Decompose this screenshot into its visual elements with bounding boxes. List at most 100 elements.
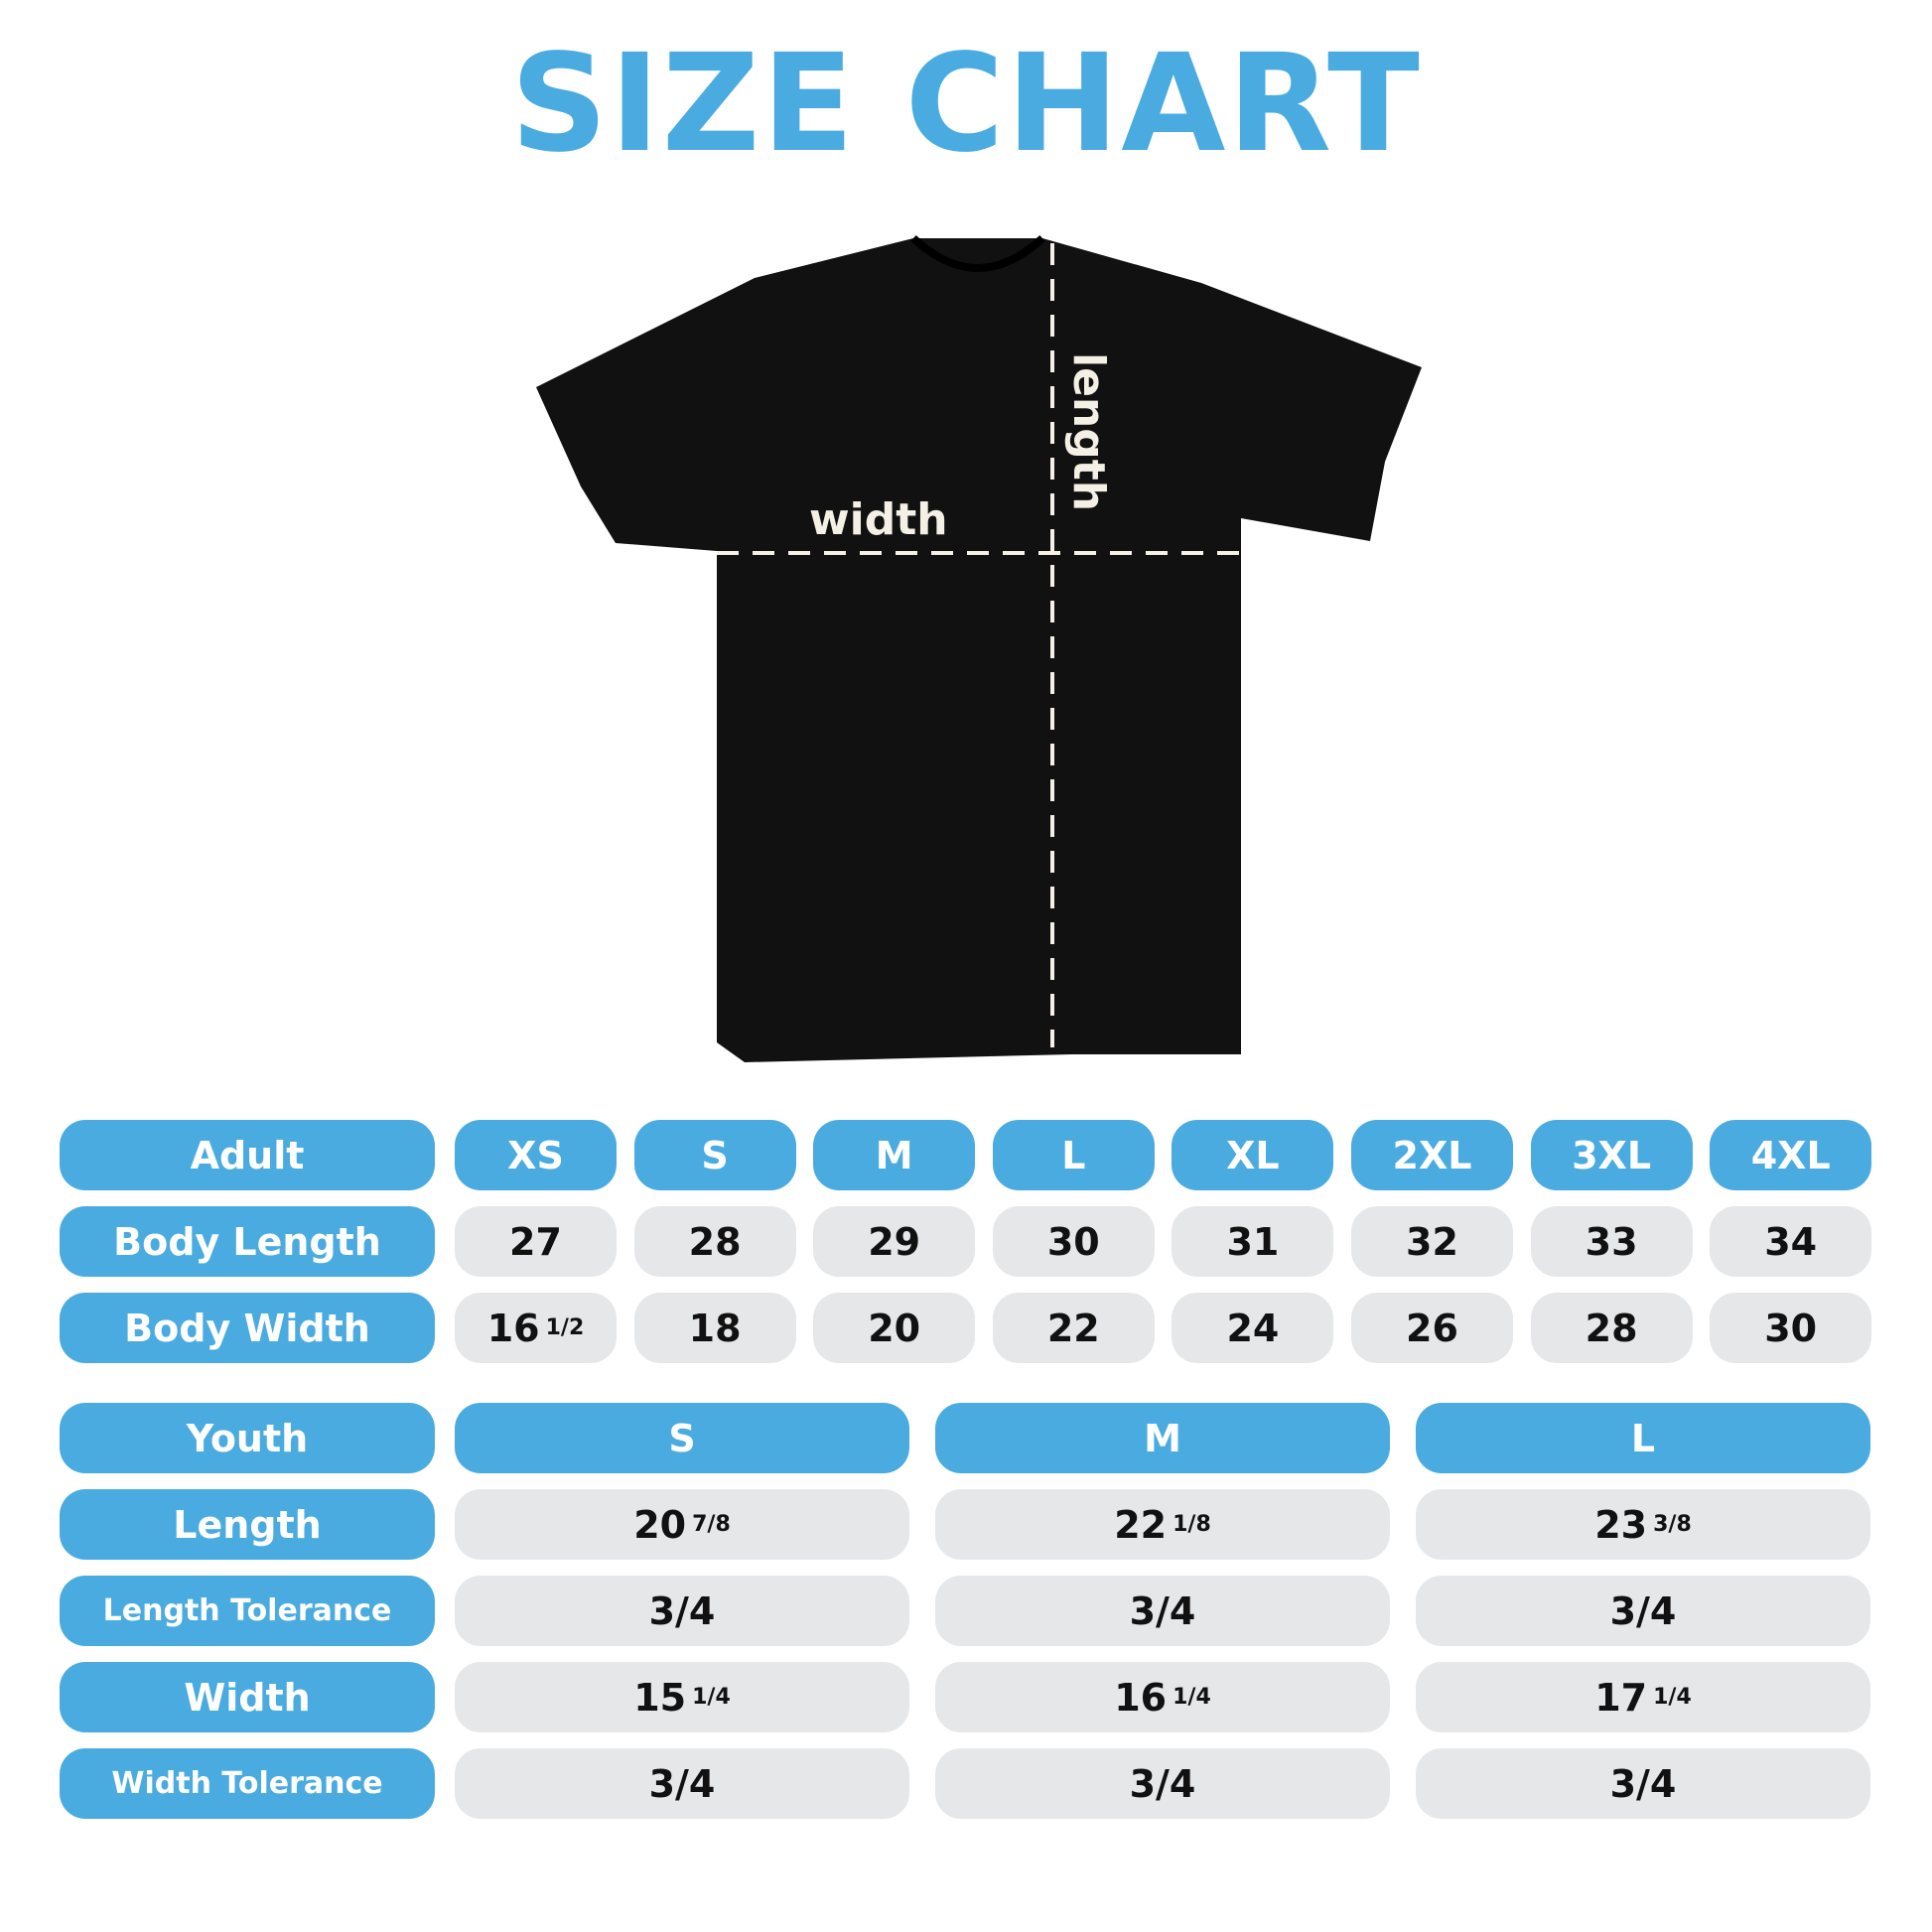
- value-cell: 16 1/4: [935, 1662, 1390, 1732]
- value-cell: 20 7/8: [455, 1489, 909, 1560]
- size-header: S: [633, 1120, 796, 1190]
- size-header: M: [935, 1403, 1390, 1473]
- fraction: 7/8: [692, 1512, 731, 1537]
- size-header: M: [813, 1120, 976, 1190]
- value-cell: 28: [1530, 1293, 1693, 1363]
- cell-value: 30: [1764, 1306, 1818, 1350]
- value-cell: 16 1/2: [455, 1293, 617, 1363]
- tshirt-shape: [536, 238, 1422, 1062]
- size-header: 3XL: [1530, 1120, 1693, 1190]
- value-cell: 32: [1351, 1206, 1513, 1277]
- row-label: Length Tolerance: [60, 1576, 435, 1646]
- cell-value: 27: [509, 1219, 562, 1264]
- cell-value: 16: [486, 1306, 540, 1350]
- row-label: Length: [60, 1489, 435, 1560]
- page-title: SIZE CHART: [510, 26, 1422, 183]
- cell-value: Width Tolerance: [111, 1766, 383, 1801]
- value-cell: 22: [992, 1293, 1155, 1363]
- value-cell: 23 3/8: [1416, 1489, 1870, 1560]
- value-cell: 26: [1351, 1293, 1513, 1363]
- size-header: 2XL: [1351, 1120, 1513, 1190]
- size-header: XS: [455, 1120, 617, 1190]
- cell-value: Width: [184, 1675, 311, 1720]
- cell-value: 3/4: [1609, 1761, 1677, 1806]
- cell-value: L: [1061, 1133, 1086, 1177]
- cell-value: Length Tolerance: [102, 1593, 392, 1628]
- adult-header: Adult: [60, 1120, 435, 1190]
- fraction: 3/8: [1653, 1512, 1692, 1537]
- value-cell: 20: [813, 1293, 976, 1363]
- cell-value: 18: [688, 1306, 742, 1350]
- size-header: 4XL: [1710, 1120, 1872, 1190]
- cell-value: 33: [1585, 1219, 1638, 1264]
- cell-value: 17: [1594, 1675, 1648, 1720]
- cell-value: 31: [1226, 1219, 1280, 1264]
- value-cell: 3/4: [1416, 1748, 1870, 1819]
- cell-value: 15: [633, 1675, 687, 1720]
- cell-value: 23: [1594, 1502, 1648, 1547]
- row-label: Width Tolerance: [60, 1748, 435, 1819]
- cell-value: 3/4: [648, 1588, 716, 1633]
- length-label: length: [1063, 352, 1114, 511]
- value-cell: 17 1/4: [1416, 1662, 1870, 1732]
- cell-value: Adult: [190, 1133, 305, 1177]
- cell-value: XL: [1226, 1133, 1280, 1177]
- cell-value: 3/4: [1129, 1761, 1196, 1806]
- cell-value: Body Width: [124, 1306, 370, 1350]
- youth-header: Youth: [60, 1403, 435, 1473]
- value-cell: 28: [633, 1206, 796, 1277]
- cell-value: 28: [1585, 1306, 1638, 1350]
- cell-value: XS: [507, 1133, 564, 1177]
- value-cell: 30: [1710, 1293, 1872, 1363]
- value-cell: 30: [992, 1206, 1155, 1277]
- value-cell: 3/4: [935, 1748, 1390, 1819]
- value-cell: 29: [813, 1206, 976, 1277]
- size-header: XL: [1172, 1120, 1334, 1190]
- cell-value: 34: [1764, 1219, 1818, 1264]
- cell-value: 24: [1226, 1306, 1280, 1350]
- cell-value: 22: [1114, 1502, 1168, 1547]
- cell-value: 16: [1114, 1675, 1168, 1720]
- tshirt-illustration: width length: [536, 235, 1422, 1062]
- value-cell: 3/4: [455, 1576, 909, 1646]
- cell-value: 3/4: [1609, 1588, 1677, 1633]
- fraction: 1/4: [1173, 1685, 1211, 1710]
- cell-value: Body Length: [113, 1219, 381, 1264]
- cell-value: S: [668, 1416, 696, 1460]
- value-cell: 31: [1172, 1206, 1334, 1277]
- cell-value: 26: [1406, 1306, 1458, 1350]
- row-label: Width: [60, 1662, 435, 1732]
- cell-value: 20: [633, 1502, 687, 1547]
- cell-value: Youth: [186, 1416, 309, 1460]
- value-cell: 33: [1530, 1206, 1693, 1277]
- cell-value: 4XL: [1750, 1133, 1831, 1177]
- cell-value: 28: [688, 1219, 742, 1264]
- value-cell: 22 1/8: [935, 1489, 1390, 1560]
- cell-value: M: [875, 1133, 913, 1177]
- size-header: L: [992, 1120, 1155, 1190]
- cell-value: 29: [868, 1219, 921, 1264]
- value-cell: 15 1/4: [455, 1662, 909, 1732]
- fraction: 1/8: [1173, 1512, 1211, 1537]
- value-cell: 18: [633, 1293, 796, 1363]
- size-header: S: [455, 1403, 909, 1473]
- cell-value: 30: [1046, 1219, 1100, 1264]
- value-cell: 3/4: [935, 1576, 1390, 1646]
- fraction: 1/4: [692, 1685, 731, 1710]
- value-cell: 3/4: [455, 1748, 909, 1819]
- cell-value: L: [1630, 1416, 1656, 1460]
- cell-value: 2XL: [1392, 1133, 1472, 1177]
- width-label: width: [809, 494, 948, 545]
- cell-value: 3XL: [1572, 1133, 1652, 1177]
- row-label: Body Length: [60, 1206, 435, 1277]
- fraction: 1/4: [1653, 1685, 1692, 1710]
- fraction: 1/2: [545, 1315, 585, 1340]
- cell-value: 3/4: [648, 1761, 716, 1806]
- cell-value: Length: [173, 1502, 322, 1547]
- size-header: L: [1416, 1403, 1870, 1473]
- value-cell: 24: [1172, 1293, 1334, 1363]
- cell-value: 3/4: [1129, 1588, 1196, 1633]
- cell-value: S: [701, 1133, 729, 1177]
- cell-value: 32: [1406, 1219, 1458, 1264]
- value-cell: 27: [455, 1206, 617, 1277]
